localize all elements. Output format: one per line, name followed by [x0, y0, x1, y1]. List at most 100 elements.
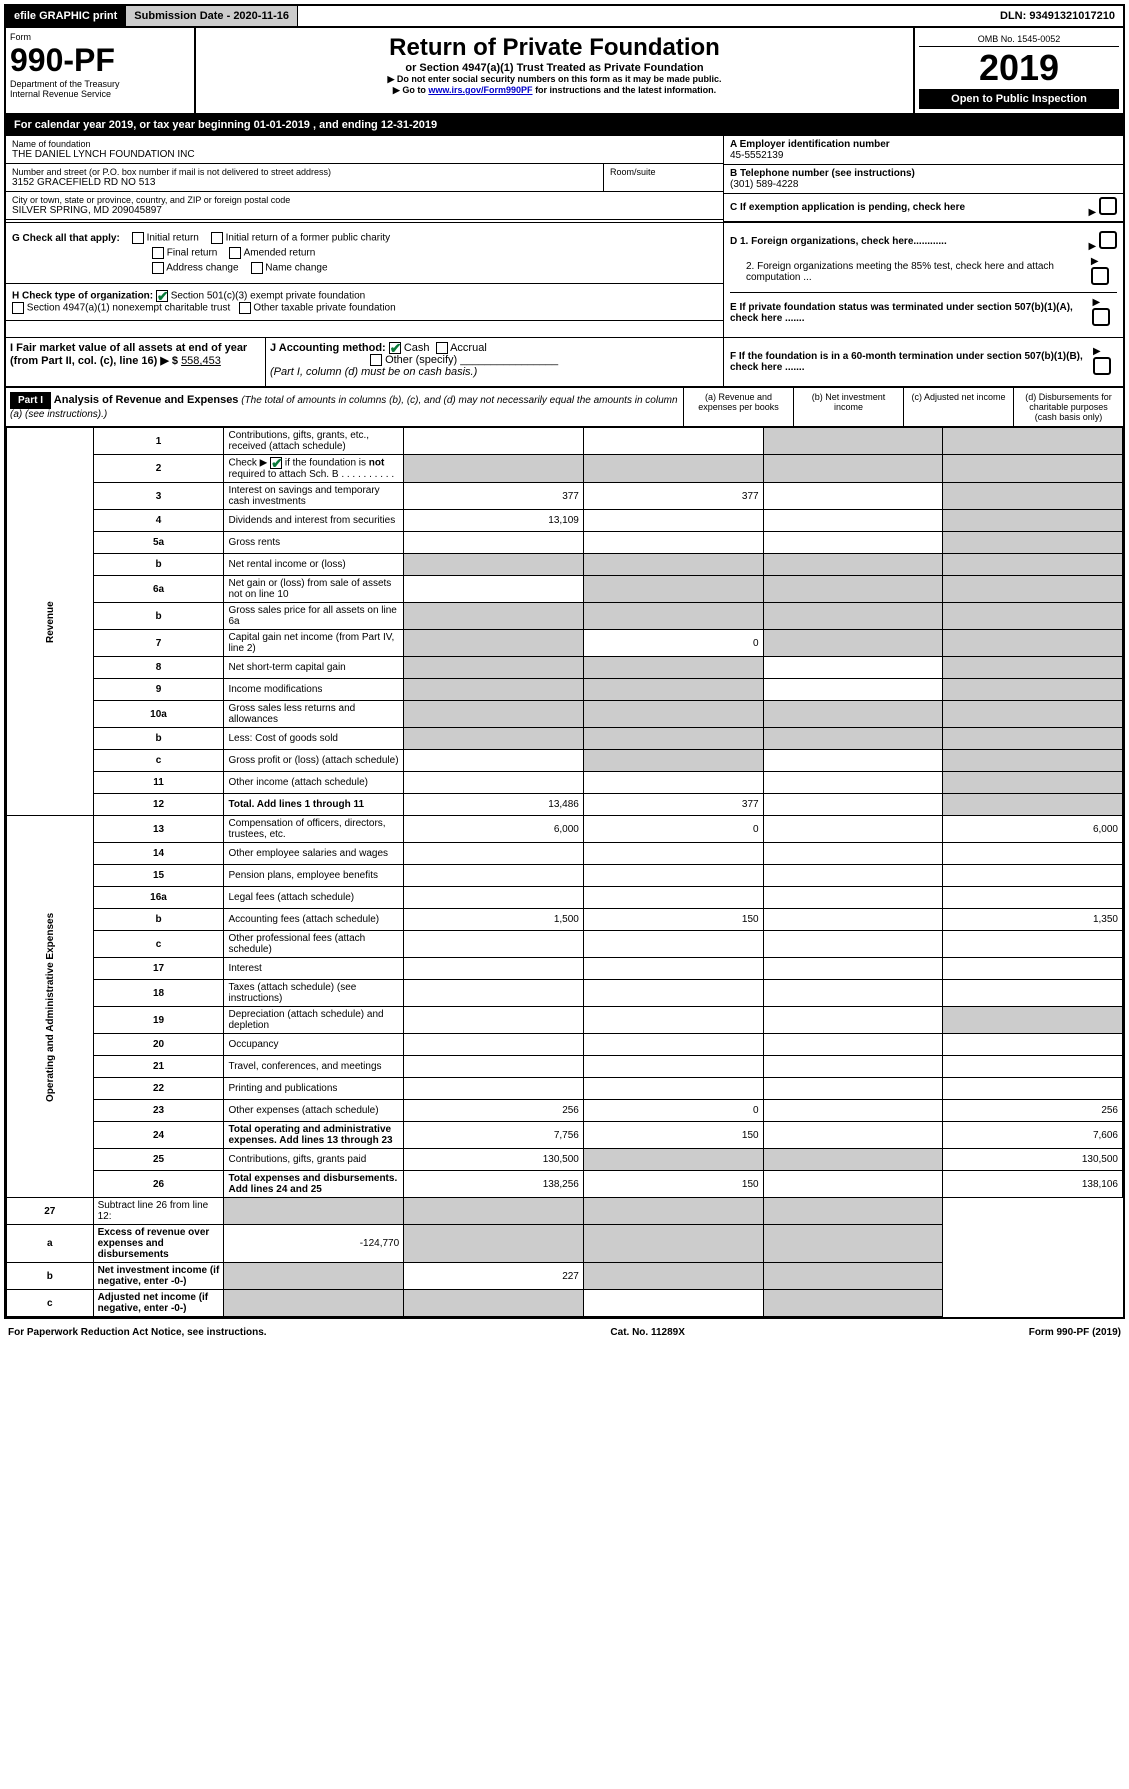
- table-cell: [943, 958, 1123, 980]
- dept: Department of the Treasury: [10, 79, 190, 89]
- row-desc: Capital gain net income (from Part IV, l…: [224, 630, 404, 657]
- table-cell: [583, 1034, 763, 1056]
- table-cell: [943, 483, 1123, 510]
- row-num: 18: [93, 980, 224, 1007]
- row-num: b: [93, 603, 224, 630]
- table-cell: [583, 980, 763, 1007]
- table-row: 23Other expenses (attach schedule)256025…: [7, 1100, 1123, 1122]
- table-cell: [583, 1078, 763, 1100]
- row-num: a: [7, 1225, 94, 1263]
- table-cell: [583, 554, 763, 576]
- row-desc: Total. Add lines 1 through 11: [224, 794, 404, 816]
- d2-checkbox[interactable]: [1091, 267, 1109, 285]
- table-cell: [763, 1100, 943, 1122]
- row-desc: Interest on savings and temporary cash i…: [224, 483, 404, 510]
- table-cell: -124,770: [224, 1225, 404, 1263]
- table-cell: 150: [583, 1171, 763, 1198]
- table-cell: 138,256: [404, 1171, 584, 1198]
- row-desc: Printing and publications: [224, 1078, 404, 1100]
- form-page: efile GRAPHIC print Submission Date - 20…: [4, 4, 1125, 1319]
- accrual-checkbox[interactable]: [436, 342, 448, 354]
- table-cell: 130,500: [404, 1149, 584, 1171]
- row-num: c: [93, 931, 224, 958]
- ein-label: A Employer identification number: [730, 139, 890, 150]
- 501c3-checkbox[interactable]: [156, 290, 168, 302]
- address-change-checkbox[interactable]: [152, 262, 164, 274]
- initial-return-checkbox[interactable]: [132, 232, 144, 244]
- table-cell: [583, 428, 763, 455]
- amended-return-checkbox[interactable]: [229, 247, 241, 259]
- row-desc: Income modifications: [224, 679, 404, 701]
- table-cell: [763, 1078, 943, 1100]
- other-method-checkbox[interactable]: [370, 354, 382, 366]
- final-return-checkbox[interactable]: [152, 247, 164, 259]
- irs: Internal Revenue Service: [10, 89, 190, 99]
- table-cell: 256: [404, 1100, 584, 1122]
- table-row: Revenue1Contributions, gifts, grants, et…: [7, 428, 1123, 455]
- warn1: ▶ Do not enter social security numbers o…: [202, 74, 907, 85]
- table-row: 19Depreciation (attach schedule) and dep…: [7, 1007, 1123, 1034]
- c-checkbox[interactable]: [1099, 197, 1117, 215]
- row-desc: Net investment income (if negative, ente…: [93, 1263, 224, 1290]
- table-cell: [763, 1034, 943, 1056]
- row-num: 22: [93, 1078, 224, 1100]
- row-num: 20: [93, 1034, 224, 1056]
- addr-label: Number and street (or P.O. box number if…: [12, 167, 597, 177]
- table-row: bAccounting fees (attach schedule)1,5001…: [7, 909, 1123, 931]
- calendar-year-row: For calendar year 2019, or tax year begi…: [6, 115, 1123, 136]
- schb-checkbox[interactable]: [270, 457, 282, 469]
- table-row: 15Pension plans, employee benefits: [7, 865, 1123, 887]
- table-row: bGross sales price for all assets on lin…: [7, 603, 1123, 630]
- c-label: C If exemption application is pending, c…: [730, 202, 965, 213]
- name-label: Name of foundation: [12, 139, 717, 149]
- e-label: E If private foundation status was termi…: [730, 302, 1092, 324]
- row-num: 12: [93, 794, 224, 816]
- row-num: 11: [93, 772, 224, 794]
- table-cell: [404, 1078, 584, 1100]
- table-cell: [583, 701, 763, 728]
- table-cell: [404, 701, 584, 728]
- table-cell: [404, 630, 584, 657]
- row-desc: Net short-term capital gain: [224, 657, 404, 679]
- table-cell: [763, 909, 943, 931]
- table-cell: [763, 794, 943, 816]
- table-cell: [943, 980, 1123, 1007]
- h-section: H Check type of organization: Section 50…: [6, 284, 723, 321]
- section-vert-label: Operating and Administrative Expenses: [7, 816, 94, 1198]
- other-taxable-checkbox[interactable]: [239, 302, 251, 314]
- table-cell: 377: [583, 483, 763, 510]
- row-num: 14: [93, 843, 224, 865]
- table-cell: [404, 980, 584, 1007]
- name-change-checkbox[interactable]: [251, 262, 263, 274]
- row-num: c: [7, 1290, 94, 1317]
- table-cell: [404, 576, 584, 603]
- row-num: 16a: [93, 887, 224, 909]
- table-cell: [583, 1056, 763, 1078]
- table-cell: [404, 532, 584, 554]
- e-checkbox[interactable]: [1092, 308, 1110, 326]
- table-cell: [943, 630, 1123, 657]
- row-num: 9: [93, 679, 224, 701]
- form-subtitle: or Section 4947(a)(1) Trust Treated as P…: [202, 62, 907, 74]
- row-desc: Gross profit or (loss) (attach schedule): [224, 750, 404, 772]
- part1-title: Analysis of Revenue and Expenses: [54, 394, 239, 406]
- d1-checkbox[interactable]: [1099, 231, 1117, 249]
- table-row: 5aGross rents: [7, 532, 1123, 554]
- table-cell: [763, 630, 943, 657]
- f-checkbox[interactable]: [1093, 357, 1111, 375]
- cash-checkbox[interactable]: [389, 342, 401, 354]
- 4947-checkbox[interactable]: [12, 302, 24, 314]
- table-cell: [224, 1290, 404, 1317]
- phone: (301) 589-4228: [730, 179, 798, 190]
- row-num: 6a: [93, 576, 224, 603]
- form-link[interactable]: www.irs.gov/Form990PF: [428, 85, 532, 95]
- table-row: 4Dividends and interest from securities1…: [7, 510, 1123, 532]
- room-label: Room/suite: [610, 167, 717, 177]
- efile-button[interactable]: efile GRAPHIC print: [6, 6, 126, 26]
- row-num: 8: [93, 657, 224, 679]
- initial-former-checkbox[interactable]: [211, 232, 223, 244]
- row-desc: Dividends and interest from securities: [224, 510, 404, 532]
- row-num: 24: [93, 1122, 224, 1149]
- table-cell: [943, 1034, 1123, 1056]
- table-cell: [404, 1007, 584, 1034]
